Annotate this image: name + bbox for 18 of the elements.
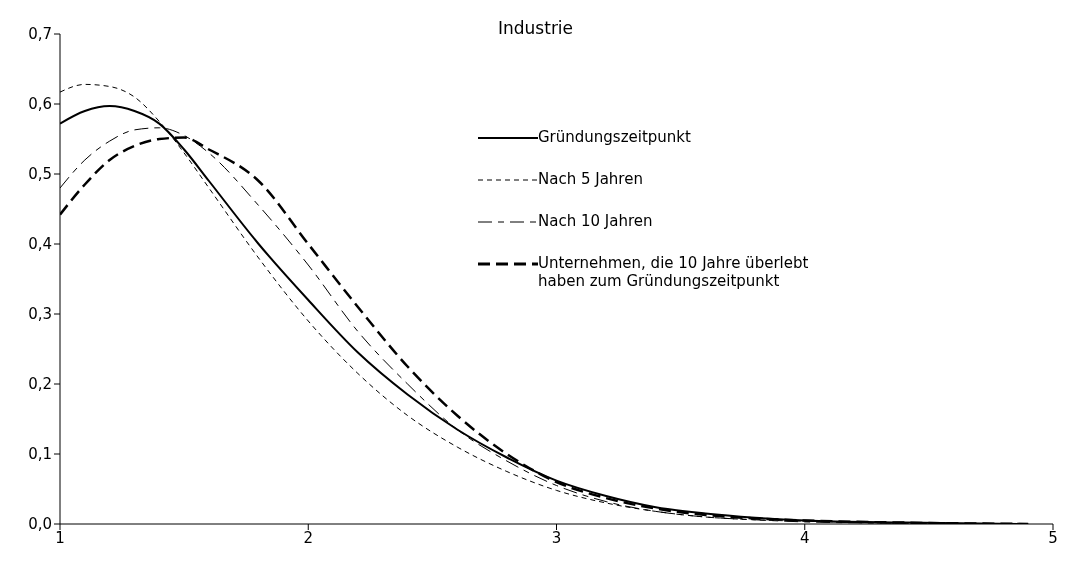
x-tick-label: 4 (799, 528, 810, 547)
x-tick-label: 2 (303, 528, 314, 547)
legend-label: Gründungszeitpunkt (538, 128, 691, 146)
y-tick-label: 0,3 (28, 305, 52, 324)
y-tick-label: 0,2 (28, 375, 52, 394)
legend-label: Unternehmen, die 10 Jahre überlebt haben zum Gründungszeitpunkt (538, 254, 810, 290)
x-tick-label: 5 (1048, 528, 1058, 547)
y-tick-label: 0,1 (28, 445, 52, 464)
x-tick-label: 1 (55, 528, 65, 547)
x-tick-label: 3 (551, 528, 562, 547)
y-tick-label: 0,4 (28, 235, 52, 254)
legend-label: Nach 5 Jahren (538, 170, 643, 188)
y-tick-label: 0,7 (28, 25, 52, 44)
legend-label: Nach 10 Jahren (538, 212, 653, 230)
y-tick-label: 0,0 (28, 515, 52, 534)
chart-title: Industrie (498, 18, 574, 38)
y-tick-label: 0,5 (28, 165, 52, 184)
y-tick-label: 0,6 (28, 95, 52, 114)
